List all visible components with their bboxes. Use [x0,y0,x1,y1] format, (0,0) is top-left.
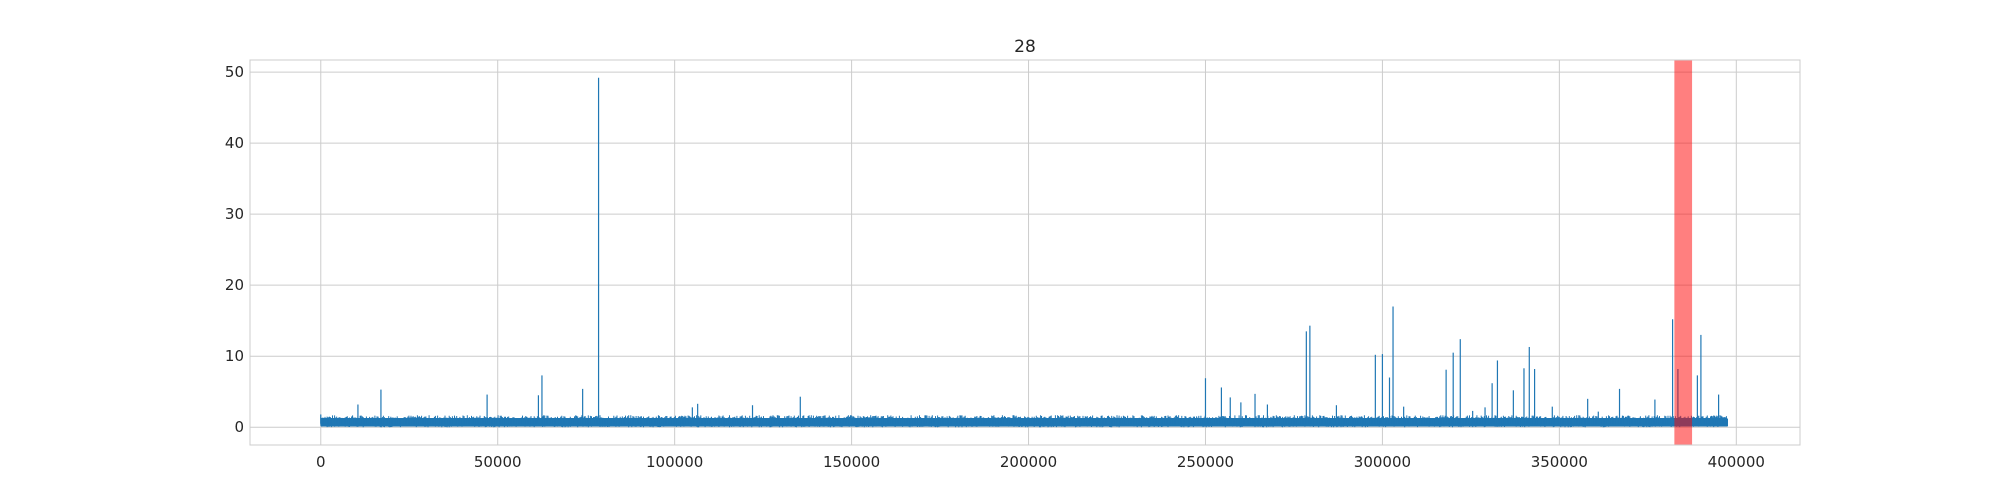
y-tick-label: 0 [234,418,244,436]
plot-area [320,60,1728,445]
grid-lines [250,60,1800,445]
highlight-span [1674,60,1693,445]
x-tick-label: 250000 [1177,453,1234,471]
x-axis: 0 50000 100000 150000 200000 250000 300000 3500… [316,453,1765,471]
x-tick-label: 100000 [646,453,703,471]
y-tick-label: 20 [225,276,244,294]
x-tick-label: 400000 [1708,453,1765,471]
y-tick-label: 50 [225,63,244,81]
x-tick-label: 50000 [474,453,522,471]
y-tick-label: 30 [225,205,244,223]
y-axis: 0 10 20 30 40 50 [225,63,244,436]
y-tick-label: 40 [225,134,244,152]
x-tick-label: 150000 [823,453,880,471]
y-tick-label: 10 [225,347,244,365]
x-tick-label: 200000 [1000,453,1057,471]
chart-title: 28 [1014,37,1036,57]
x-tick-label: 350000 [1531,453,1588,471]
x-tick-label: 300000 [1354,453,1411,471]
plot-frame [249,59,1801,446]
x-tick-label: 0 [316,453,326,471]
